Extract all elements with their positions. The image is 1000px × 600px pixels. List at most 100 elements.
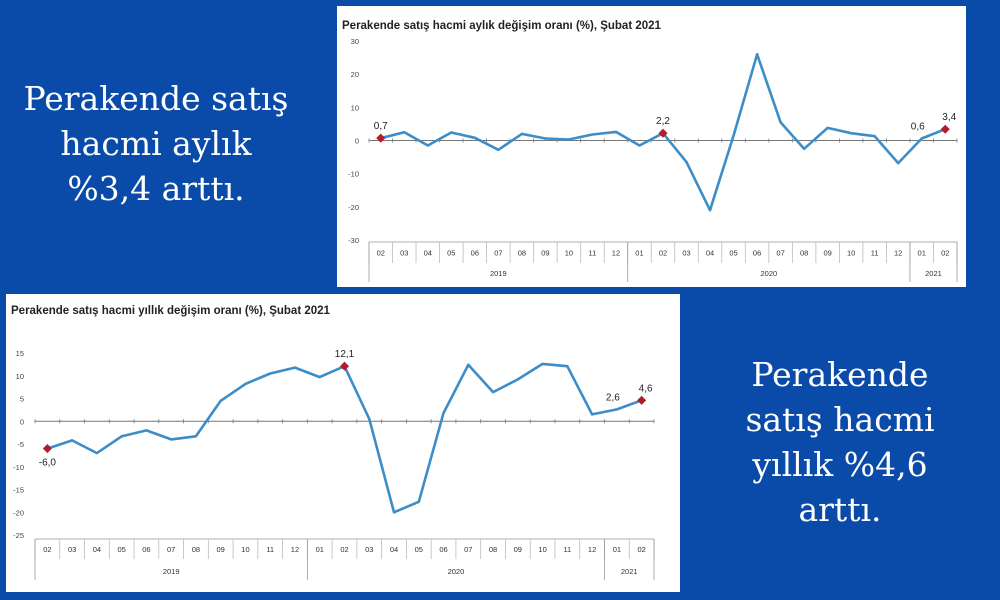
data-point xyxy=(920,137,923,140)
highlight-marker xyxy=(42,444,52,454)
x-tick-label: 08 xyxy=(518,249,526,258)
data-point xyxy=(244,382,247,386)
x-tick-label: 09 xyxy=(823,249,831,258)
y-tick-label: -25 xyxy=(13,531,24,540)
y-tick-label: -30 xyxy=(348,236,359,245)
highlight-marker xyxy=(637,395,647,405)
x-tick-label: 08 xyxy=(489,545,497,554)
data-point xyxy=(120,435,123,438)
y-tick-label: -20 xyxy=(13,508,24,517)
x-tick-label: 11 xyxy=(589,249,597,258)
year-label: 2021 xyxy=(621,567,638,576)
year-label: 2019 xyxy=(490,269,507,278)
highlight-marker xyxy=(940,124,950,134)
x-tick-label: 04 xyxy=(706,249,714,258)
y-tick-label: 0 xyxy=(355,137,359,146)
data-point xyxy=(219,399,222,402)
x-tick-label: 07 xyxy=(776,249,784,258)
y-tick-label: -10 xyxy=(348,170,359,179)
monthly-caption-line: %3,4 arttı. xyxy=(67,169,245,208)
y-tick-label: 30 xyxy=(351,37,359,46)
data-point xyxy=(403,131,406,134)
data-label: 0,6 xyxy=(911,122,925,133)
x-tick-label: 04 xyxy=(390,545,398,554)
data-point xyxy=(544,137,547,140)
x-tick-label: 07 xyxy=(494,249,502,258)
x-tick-label: 02 xyxy=(377,249,385,258)
x-tick-label: 10 xyxy=(241,545,249,554)
x-tick-label: 05 xyxy=(117,545,125,554)
x-tick-label: 01 xyxy=(918,249,926,258)
y-tick-label: -20 xyxy=(348,203,359,212)
annual-caption: Perakende satış hacmi yıllık %4,6 arttı. xyxy=(695,352,985,532)
x-tick-label: 06 xyxy=(753,249,761,258)
data-point xyxy=(392,511,396,514)
x-tick-label: 12 xyxy=(291,545,299,554)
data-label: 12,1 xyxy=(335,349,355,360)
x-tick-label: 03 xyxy=(68,545,76,554)
data-point xyxy=(95,451,99,455)
x-tick-label: 03 xyxy=(682,249,690,258)
x-tick-label: 02 xyxy=(43,545,51,554)
x-tick-label: 03 xyxy=(400,249,408,258)
annual-caption-line: satış hacmi xyxy=(745,400,935,439)
data-point xyxy=(708,208,712,212)
data-point xyxy=(897,161,900,165)
series-line xyxy=(46,362,643,514)
data-point xyxy=(566,364,569,368)
year-label: 2019 xyxy=(163,567,180,576)
x-tick-label: 08 xyxy=(192,545,200,554)
data-label: -6,0 xyxy=(39,458,57,469)
annual-caption-line: Perakende xyxy=(751,355,929,394)
x-tick-label: 04 xyxy=(424,249,432,258)
x-tick-label: 05 xyxy=(447,249,455,258)
data-point xyxy=(293,366,297,369)
chart-title: Perakende satış hacmi yıllık değişim ora… xyxy=(11,305,331,317)
data-point xyxy=(590,413,594,416)
x-tick-label: 09 xyxy=(217,545,225,554)
year-label: 2020 xyxy=(448,567,465,576)
x-tick-label: 12 xyxy=(612,249,620,258)
data-point xyxy=(169,438,173,441)
y-tick-label: -5 xyxy=(17,440,24,449)
monthly-change-chart: Perakende satış hacmi aylık değişim oran… xyxy=(342,20,958,282)
data-point xyxy=(826,126,829,130)
data-point xyxy=(732,134,735,137)
x-tick-label: 02 xyxy=(659,249,667,258)
y-tick-label: 10 xyxy=(16,372,24,381)
annual-chart-panel: Perakende satış hacmi yıllık değişim ora… xyxy=(6,294,680,592)
x-tick-label: 12 xyxy=(588,545,596,554)
data-point xyxy=(873,134,876,138)
x-tick-label: 01 xyxy=(635,249,643,258)
data-point xyxy=(497,148,500,151)
x-tick-label: 12 xyxy=(894,249,902,258)
data-label: 2,6 xyxy=(606,392,620,403)
data-point xyxy=(638,144,641,147)
x-tick-label: 11 xyxy=(266,545,274,554)
data-point xyxy=(417,500,420,503)
y-tick-label: 15 xyxy=(16,349,24,358)
y-tick-label: 5 xyxy=(20,395,24,404)
x-tick-label: 01 xyxy=(613,545,621,554)
y-tick-label: 0 xyxy=(20,417,24,426)
x-tick-label: 10 xyxy=(847,249,855,258)
data-point xyxy=(516,378,520,381)
data-point xyxy=(849,132,853,135)
data-point xyxy=(368,417,371,421)
x-tick-label: 06 xyxy=(142,545,150,554)
x-tick-label: 10 xyxy=(565,249,573,258)
x-tick-label: 03 xyxy=(365,545,373,554)
data-point xyxy=(269,372,272,375)
data-point xyxy=(70,439,74,442)
data-point xyxy=(520,132,524,136)
x-tick-label: 01 xyxy=(316,545,324,554)
x-tick-label: 11 xyxy=(563,545,571,554)
x-tick-label: 08 xyxy=(800,249,808,258)
y-tick-label: -15 xyxy=(13,486,24,495)
x-tick-label: 02 xyxy=(637,545,645,554)
x-tick-label: 06 xyxy=(439,545,447,554)
monthly-caption-line: hacmi aylık xyxy=(60,124,252,163)
y-tick-label: -10 xyxy=(13,463,24,472)
x-tick-label: 02 xyxy=(941,249,949,258)
monthly-chart-panel: Perakende satış hacmi aylık değişim oran… xyxy=(337,6,966,287)
